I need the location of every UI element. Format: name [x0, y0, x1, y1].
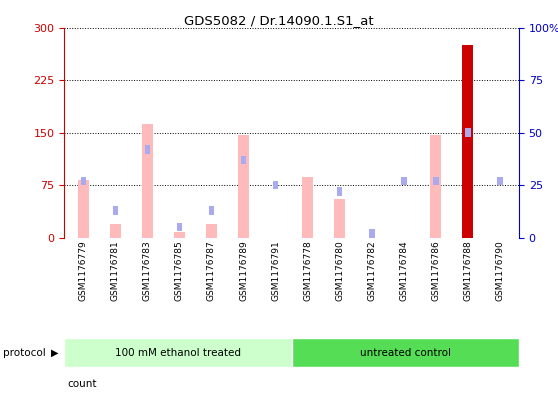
Text: count: count: [67, 379, 97, 389]
Bar: [291, 338, 519, 367]
Bar: [113, 206, 118, 215]
Bar: [497, 177, 503, 185]
Text: untreated control: untreated control: [360, 348, 451, 358]
Text: GSM1176783: GSM1176783: [143, 241, 152, 301]
Text: protocol: protocol: [3, 348, 46, 358]
Bar: [206, 224, 217, 238]
Text: GSM1176789: GSM1176789: [239, 241, 248, 301]
Text: GSM1176787: GSM1176787: [207, 241, 216, 301]
Bar: [302, 177, 313, 238]
Text: GSM1176778: GSM1176778: [303, 241, 312, 301]
Bar: [465, 129, 470, 137]
Bar: [145, 145, 150, 154]
Bar: [174, 232, 185, 238]
Text: GSM1176788: GSM1176788: [463, 241, 472, 301]
Text: 100 mM ethanol treated: 100 mM ethanol treated: [115, 348, 241, 358]
Bar: [462, 45, 473, 238]
Text: GSM1176779: GSM1176779: [79, 241, 88, 301]
Bar: [238, 135, 249, 238]
Text: GDS5082 / Dr.14090.1.S1_at: GDS5082 / Dr.14090.1.S1_at: [184, 14, 374, 27]
Bar: [110, 224, 121, 238]
Bar: [176, 223, 182, 231]
Bar: [142, 123, 153, 238]
Bar: [336, 187, 343, 196]
Text: GSM1176785: GSM1176785: [175, 241, 184, 301]
Bar: [401, 177, 407, 185]
Text: GSM1176791: GSM1176791: [271, 241, 280, 301]
Bar: [433, 177, 439, 185]
Bar: [78, 180, 89, 238]
Bar: [209, 206, 214, 215]
Bar: [430, 135, 441, 238]
Text: GSM1176782: GSM1176782: [367, 241, 376, 301]
Text: GSM1176790: GSM1176790: [495, 241, 504, 301]
Bar: [369, 230, 374, 238]
Bar: [334, 199, 345, 238]
Text: GSM1176786: GSM1176786: [431, 241, 440, 301]
Text: GSM1176780: GSM1176780: [335, 241, 344, 301]
Bar: [273, 181, 278, 189]
Bar: [80, 177, 86, 185]
Text: GSM1176784: GSM1176784: [399, 241, 408, 301]
Text: GSM1176781: GSM1176781: [111, 241, 120, 301]
Text: ▶: ▶: [51, 348, 59, 358]
Bar: [240, 156, 247, 164]
Bar: [462, 45, 473, 238]
Bar: [64, 338, 291, 367]
